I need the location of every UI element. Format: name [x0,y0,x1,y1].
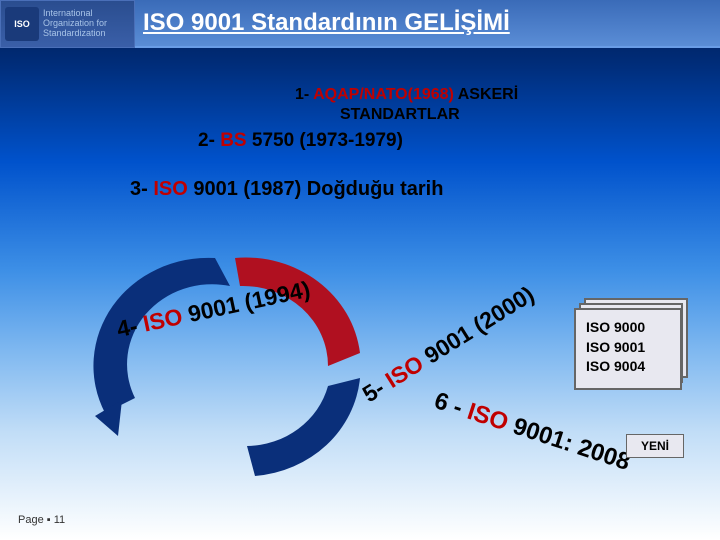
item6-num: 6 - [431,387,466,421]
timeline-item-6: 6 - ISO 9001: 2008 [431,387,634,477]
page-footer: Page ▪ 11 [18,514,65,526]
swirl-icon [60,238,380,478]
item1-rest: ASKERİ [454,86,518,103]
badge-line1: ISO 9000 [586,318,670,338]
item6-rest: 9001: 2008 [503,411,633,476]
item2-num: 2- [198,130,215,151]
logo-area: ISO International Organization for Stand… [0,0,135,48]
timeline-item-1: 1- AQAP/NATO(1968) ASKERİ [295,86,518,104]
item2-rest: 5750 (1973-1979) [247,130,403,151]
timeline-item-3: 3- ISO 9001 (1987) Doğduğu tarih [130,178,443,201]
header: ISO International Organization for Stand… [0,0,720,48]
item1-num: 1- [295,86,309,103]
item1-line2: STANDARTLAR [340,106,460,124]
slide: ISO International Organization for Stand… [0,0,720,540]
org-name: International Organization for Standardi… [43,9,107,39]
timeline-item-2: 2- BS 5750 (1973-1979) [198,130,403,152]
item2-red: BS [220,130,246,151]
badge-front: ISO 9000 ISO 9001 ISO 9004 [574,308,682,390]
badge-line3: ISO 9004 [586,357,670,377]
item5-rest: 9001 (2000) [414,281,538,372]
item1-red: AQAP/NATO(1968) [313,86,454,103]
item3-rest: 9001 (1987) Doğduğu tarih [188,178,444,200]
badge-line2: ISO 9001 [586,338,670,358]
org-line3: Standardization [43,29,107,39]
iso-logo-icon: ISO [5,7,39,41]
content: 1- AQAP/NATO(1968) ASKERİ STANDARTLAR 2-… [0,48,720,540]
badge-stack: ISO 9000 ISO 9001 ISO 9004 [574,298,692,390]
timeline-item-5: 5- ISO 9001 (2000) [358,281,539,408]
item3-num: 3- [130,178,148,200]
yeni-badge: YENİ [626,434,684,458]
item3-red: ISO [153,178,187,200]
iso-logo-text: ISO [14,19,30,29]
title-bar: ISO 9001 Standardının GELİŞİMİ [135,0,720,48]
page-title: ISO 9001 Standardının GELİŞİMİ [143,9,510,37]
item4-num: 4- [114,313,139,343]
